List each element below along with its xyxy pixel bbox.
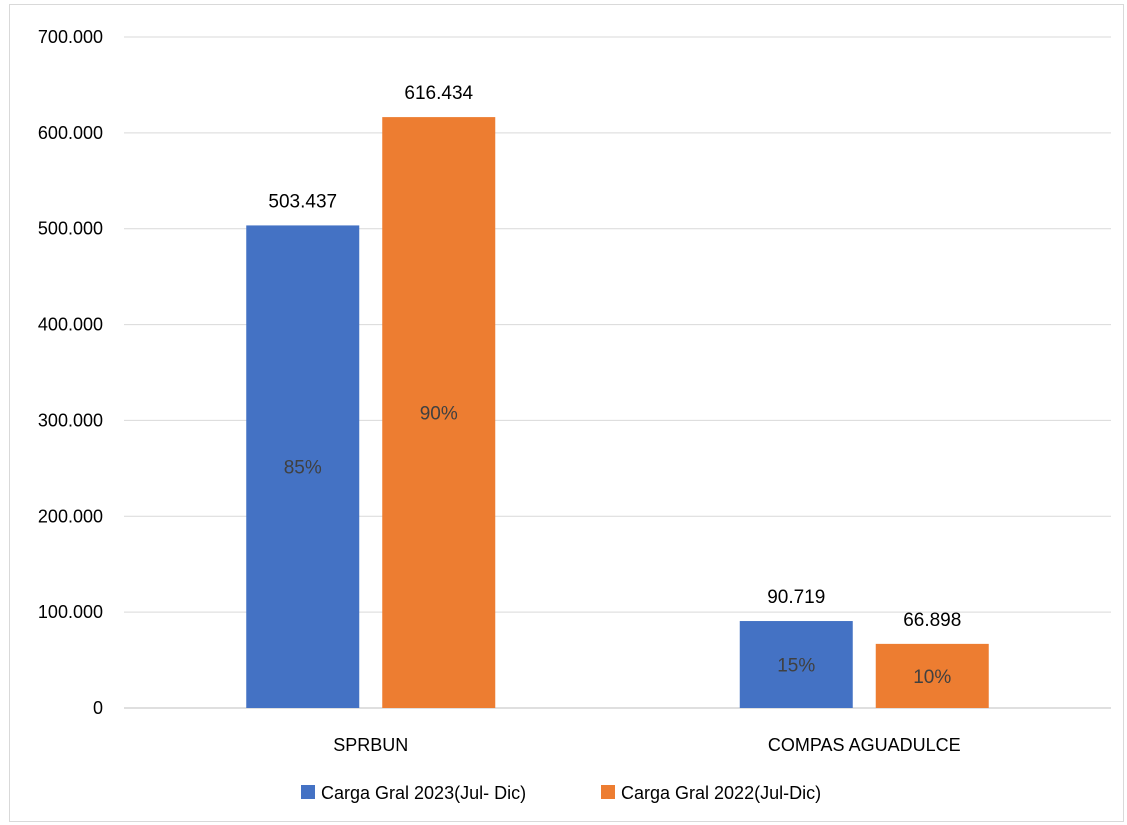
legend-swatch bbox=[601, 785, 615, 799]
y-tick-label: 0 bbox=[93, 698, 103, 718]
legend-label: Carga Gral 2023(Jul- Dic) bbox=[321, 783, 526, 803]
bar bbox=[875, 643, 989, 708]
x-category-label: SPRBUN bbox=[333, 735, 408, 755]
bar bbox=[382, 117, 496, 708]
y-tick-label: 300.000 bbox=[38, 410, 103, 430]
bar bbox=[739, 621, 853, 708]
legend: Carga Gral 2023(Jul- Dic) Carga Gral 2022… bbox=[301, 783, 821, 803]
legend-item: Carga Gral 2023(Jul- Dic) bbox=[301, 783, 526, 803]
x-category-label: COMPAS AGUADULCE bbox=[768, 735, 961, 755]
data-labels: 503.437 85% 616.434 90% 90.719 15% 66.898 10% bbox=[268, 83, 961, 688]
bar-share-label: 90% bbox=[420, 404, 458, 425]
x-axis-category-labels: SPRBUN COMPAS AGUADULCE bbox=[333, 735, 960, 755]
legend-label: Carga Gral 2022(Jul-Dic) bbox=[621, 783, 821, 803]
bar-share-label: 85% bbox=[284, 458, 322, 479]
bar-share-label: 15% bbox=[777, 656, 815, 677]
bars bbox=[246, 117, 989, 708]
y-tick-label: 100.000 bbox=[38, 602, 103, 622]
y-axis-tick-labels: 0 100.000 200.000 300.000 400.000 500.000 600.… bbox=[38, 27, 103, 718]
legend-item: Carga Gral 2022(Jul-Dic) bbox=[601, 783, 821, 803]
y-tick-label: 400.000 bbox=[38, 315, 103, 335]
bar-value-label: 616.434 bbox=[404, 83, 473, 104]
y-tick-label: 200.000 bbox=[38, 506, 103, 526]
bar bbox=[246, 225, 360, 708]
bar-value-label: 90.719 bbox=[767, 587, 825, 608]
y-tick-label: 500.000 bbox=[38, 219, 103, 239]
bar-value-label: 503.437 bbox=[268, 191, 337, 212]
y-tick-label: 600.000 bbox=[38, 123, 103, 143]
bar-share-label: 10% bbox=[913, 667, 951, 688]
bar-value-label: 66.898 bbox=[903, 610, 961, 631]
legend-swatch bbox=[301, 785, 315, 799]
y-tick-label: 700.000 bbox=[38, 27, 103, 47]
